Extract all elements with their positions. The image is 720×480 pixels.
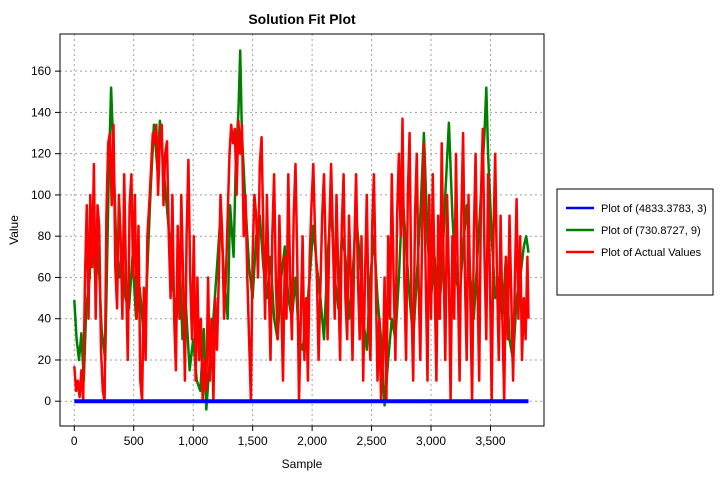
series-line-2 [73, 117, 530, 403]
y-tick-label: 60 [38, 270, 52, 284]
y-tick-label: 40 [38, 312, 52, 326]
legend: Plot of (4833.3783, 3) Plot of (730.8727,… [556, 188, 714, 296]
plot-frame [59, 33, 545, 427]
x-tick-label: 3,500 [475, 434, 505, 448]
x-axis: 0 500 1,000 1,500 2,000 2,500 3,000 3,500 [71, 426, 506, 448]
chart-title: Solution Fit Plot [248, 11, 356, 27]
x-tick-label: 500 [124, 434, 144, 448]
series-layer [73, 49, 530, 411]
x-tick-label: 1,500 [238, 434, 268, 448]
y-tick-label: 100 [31, 188, 51, 202]
y-tick-label: 120 [31, 147, 51, 161]
x-tick-label: 3,000 [416, 434, 446, 448]
x-tick-label: 0 [71, 434, 78, 448]
legend-label-0: Plot of (4833.3783, 3) [601, 203, 707, 215]
y-axis: 0 20 40 60 80 100 120 140 160 [31, 64, 60, 408]
y-tick-label: 80 [38, 229, 52, 243]
legend-label-2: Plot of Actual Values [601, 247, 702, 259]
x-tick-label: 2,500 [357, 434, 387, 448]
y-tick-label: 160 [31, 64, 51, 78]
y-tick-label: 20 [38, 353, 52, 367]
x-tick-label: 2,000 [297, 434, 327, 448]
y-tick-label: 0 [44, 394, 51, 408]
legend-label-1: Plot of (730.8727, 9) [601, 225, 701, 237]
y-axis-label: Value [7, 215, 21, 245]
x-axis-label: Sample [282, 457, 323, 471]
y-tick-label: 140 [31, 105, 51, 119]
x-tick-label: 1,000 [178, 434, 208, 448]
legend-box [556, 188, 714, 296]
